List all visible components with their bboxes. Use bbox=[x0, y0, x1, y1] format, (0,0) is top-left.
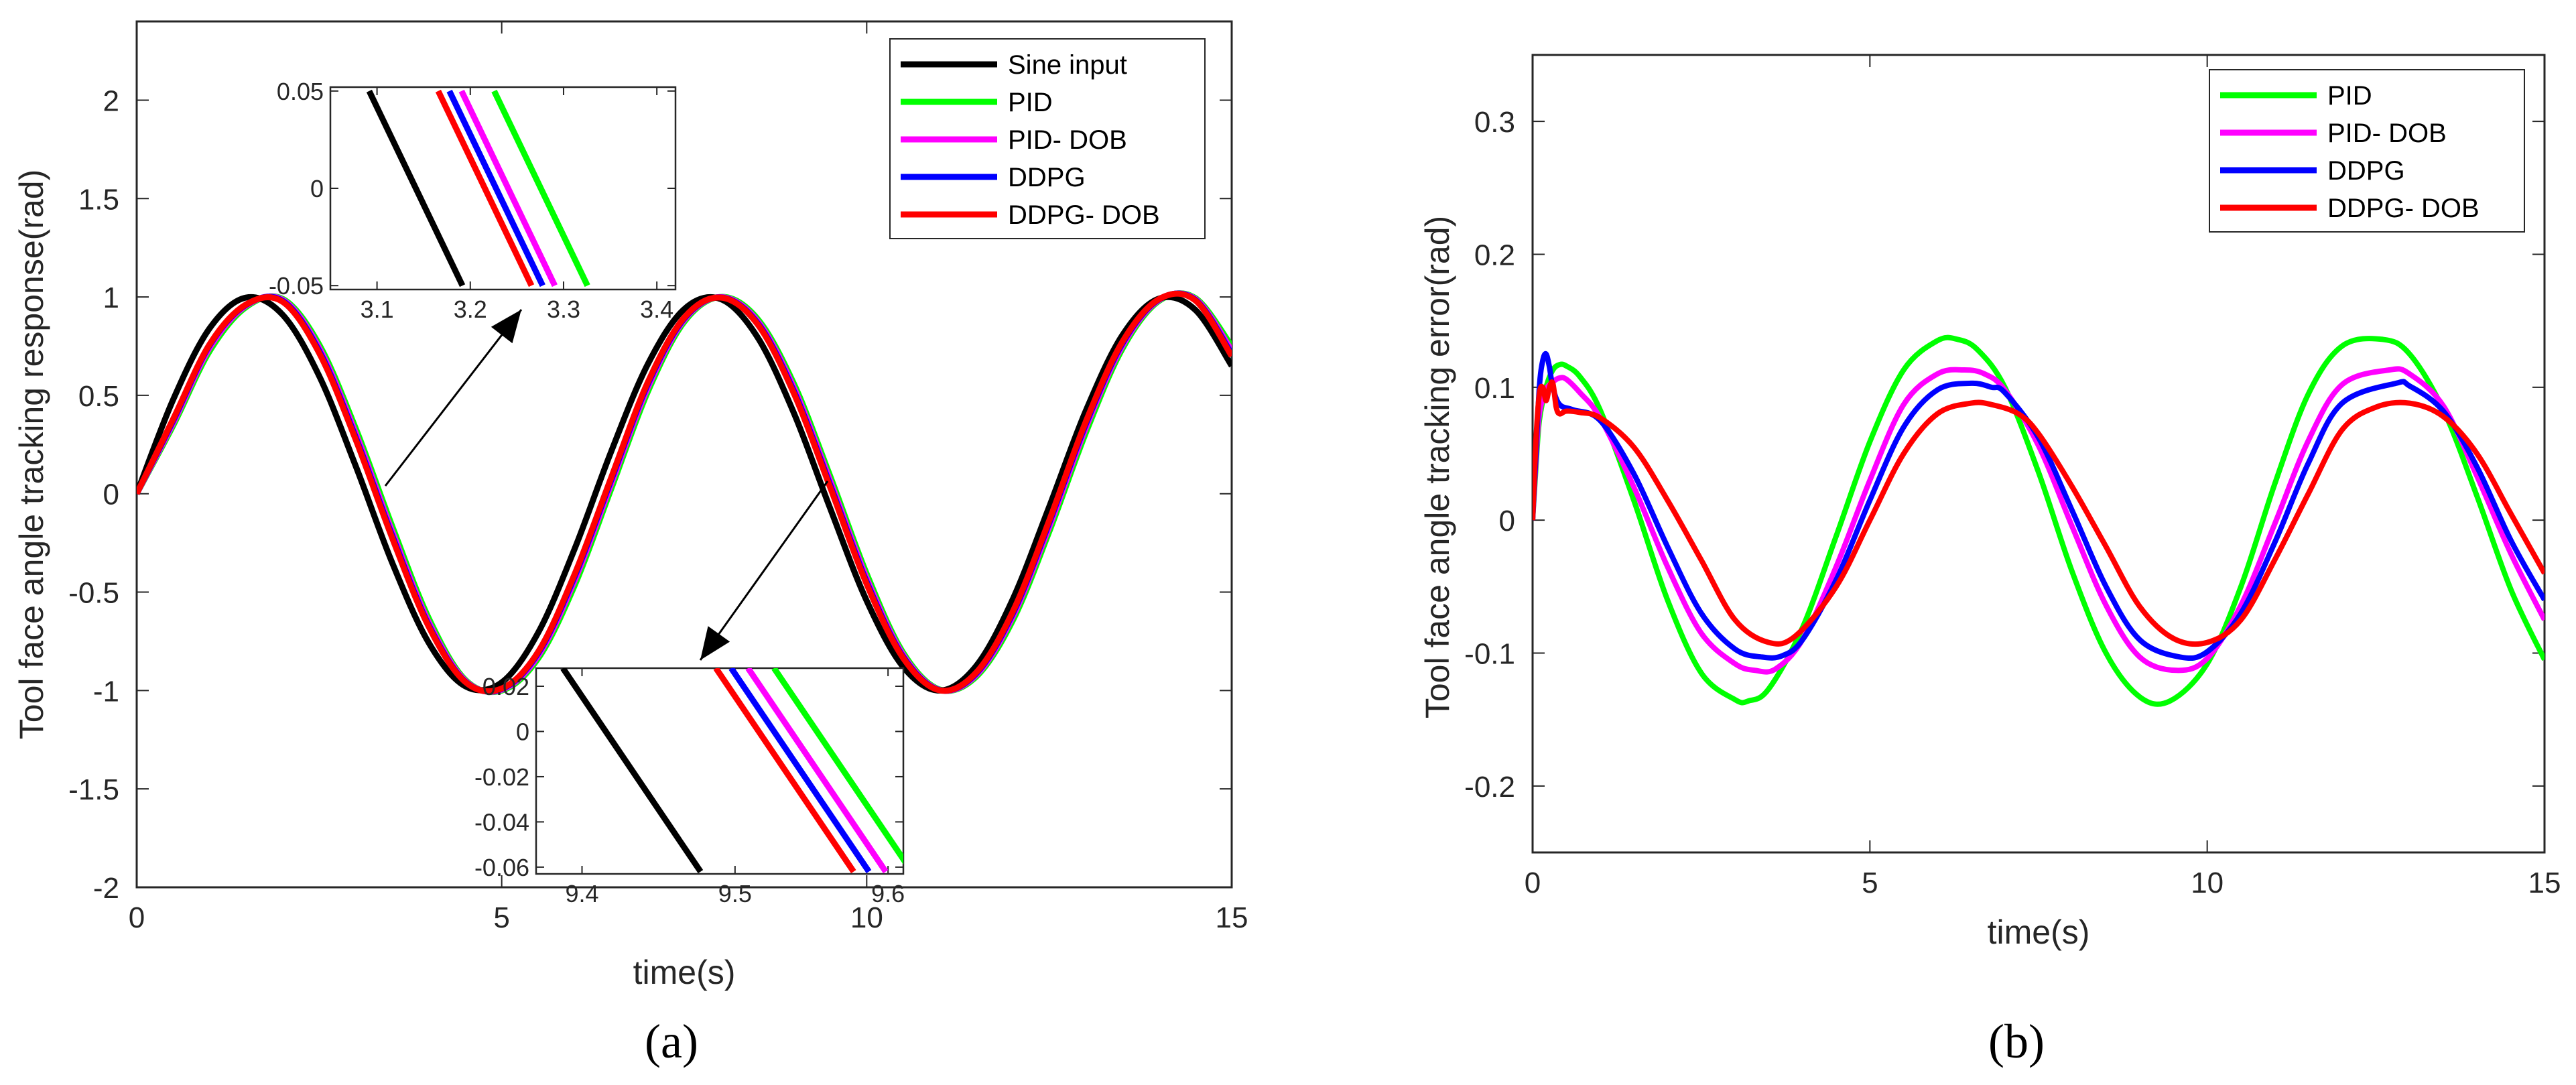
a-y-axis-label: Tool face angle tracking response(rad) bbox=[13, 170, 50, 739]
inset-zoom-1: 3.1 3.2 3.3 3.4 -0.05 0 0.05 bbox=[269, 78, 677, 323]
a-ytick-label: -0.5 bbox=[68, 577, 119, 610]
b-ytick-label: 0.3 bbox=[1474, 106, 1515, 139]
series-line-b-pid bbox=[1533, 334, 2545, 707]
zoom-2-ytick-label: 0.02 bbox=[482, 673, 529, 700]
series-line-sine-input bbox=[137, 294, 1232, 694]
zoom-arrow-line bbox=[699, 481, 829, 661]
b-legend-label: DDPG bbox=[2327, 156, 2405, 186]
b-xtick-label: 15 bbox=[2528, 867, 2561, 899]
b-xtick-label: 0 bbox=[1525, 867, 1541, 899]
b-xtick-label: 5 bbox=[1862, 867, 1878, 899]
a-legend-label: PID bbox=[1008, 88, 1053, 117]
a-ytick-label: 0.5 bbox=[78, 380, 119, 413]
zoom-arrow-head bbox=[491, 310, 521, 344]
inset-line-pid bbox=[771, 668, 903, 865]
zoom-1-xtick-label: 3.4 bbox=[640, 296, 673, 323]
panel-label-b: (b) bbox=[1988, 1015, 2045, 1068]
chart-b-error: 0 5 10 15 -0.2 -0.1 0 0.1 0.2 0.3 time(s) Tool face… bbox=[1419, 54, 2561, 951]
a-xtick-label: 5 bbox=[493, 901, 509, 934]
a-x-axis-label: time(s) bbox=[633, 954, 736, 991]
series-line-b-pid-dob bbox=[1533, 366, 2545, 675]
a-legend-label: DDPG- DOB bbox=[1008, 200, 1160, 230]
b-ytick-label: 0.1 bbox=[1474, 372, 1515, 405]
b-ytick-label: 0 bbox=[1499, 505, 1515, 537]
a-legend-label: DDPG bbox=[1008, 163, 1086, 192]
a-legend-label: Sine input bbox=[1008, 50, 1127, 80]
b-ytick-label: -0.2 bbox=[1464, 771, 1515, 804]
a-ytick-label: -2 bbox=[93, 872, 119, 905]
b-x-axis-label: time(s) bbox=[1988, 913, 2090, 951]
inset-line-pid bbox=[491, 89, 590, 288]
b-legend-label: PID bbox=[2327, 81, 2372, 111]
a-ytick-label: 2 bbox=[103, 84, 119, 117]
zoom-2-ytick-label: -0.04 bbox=[474, 808, 529, 836]
inset-line-pid-dob bbox=[458, 89, 558, 288]
inset-line-ddpg bbox=[728, 668, 872, 874]
zoom-2-xtick-label: 9.6 bbox=[871, 880, 905, 907]
zoom-arrow-head bbox=[700, 626, 730, 660]
zoom-2-xtick-label: 9.5 bbox=[718, 880, 752, 907]
zoom-2-ytick-label: -0.02 bbox=[474, 763, 529, 791]
inset-line-sine-input bbox=[560, 668, 704, 874]
inset-line-pid-dob bbox=[745, 668, 889, 874]
zoom-1-xtick-label: 3.2 bbox=[454, 296, 487, 323]
zoom-2-ytick-label: 0 bbox=[516, 718, 529, 745]
zoom-1-xtick-label: 3.1 bbox=[361, 296, 394, 323]
zoom-1-ytick-label: -0.05 bbox=[269, 272, 324, 300]
b-legend-label: DDPG- DOB bbox=[2327, 194, 2480, 223]
zoom-1-axes-box bbox=[329, 86, 677, 291]
zoom-2-xtick-label: 9.4 bbox=[565, 880, 598, 907]
a-ytick-label: -1.5 bbox=[68, 773, 119, 806]
a-legend-label: PID- DOB bbox=[1008, 125, 1127, 155]
inset-line-ddpg-dob bbox=[435, 89, 535, 288]
a-xtick-label: 10 bbox=[850, 901, 883, 934]
inset-line-ddpg-dob bbox=[713, 668, 856, 874]
b-xtick-label: 10 bbox=[2191, 867, 2224, 899]
a-xtick-label: 0 bbox=[129, 901, 145, 934]
a-xtick-label: 15 bbox=[1216, 901, 1248, 934]
zoom-1-ytick-label: 0 bbox=[310, 175, 324, 202]
inset-line-sine-input bbox=[366, 89, 466, 288]
inset-line-ddpg bbox=[446, 89, 545, 288]
a-ytick-label: 1.5 bbox=[78, 183, 119, 216]
panel-label-a: (a) bbox=[645, 1015, 698, 1068]
series-line-b-ddpg-dob bbox=[1533, 379, 2545, 647]
b-ytick-label: 0.2 bbox=[1474, 239, 1515, 272]
a-ytick-label: 1 bbox=[103, 281, 119, 314]
a-ytick-label: -1 bbox=[93, 675, 119, 708]
b-ytick-label: -0.1 bbox=[1464, 638, 1515, 671]
chart-a-response: 0 5 10 15 -2 -1.5 -1 -0.5 0 0.5 1 1.5 2 time(s) Tool f… bbox=[13, 20, 1248, 991]
zoom-2-ytick-label: -0.06 bbox=[474, 854, 529, 881]
zoom-1-ytick-label: 0.05 bbox=[277, 78, 324, 105]
a-ytick-label: 0 bbox=[103, 478, 119, 511]
zoom-arrow-line bbox=[384, 309, 523, 487]
zoom-1-xtick-label: 3.3 bbox=[547, 296, 580, 323]
series-line-ddpg-dob bbox=[137, 290, 1232, 695]
b-y-axis-label: Tool face angle tracking error(rad) bbox=[1419, 216, 1456, 718]
series-line-b-ddpg bbox=[1533, 350, 2545, 661]
inset-zoom-2: 9.4 9.5 9.6 -0.06 -0.04 -0.02 0 0.02 bbox=[474, 667, 905, 907]
b-legend-label: PID- DOB bbox=[2327, 119, 2447, 148]
